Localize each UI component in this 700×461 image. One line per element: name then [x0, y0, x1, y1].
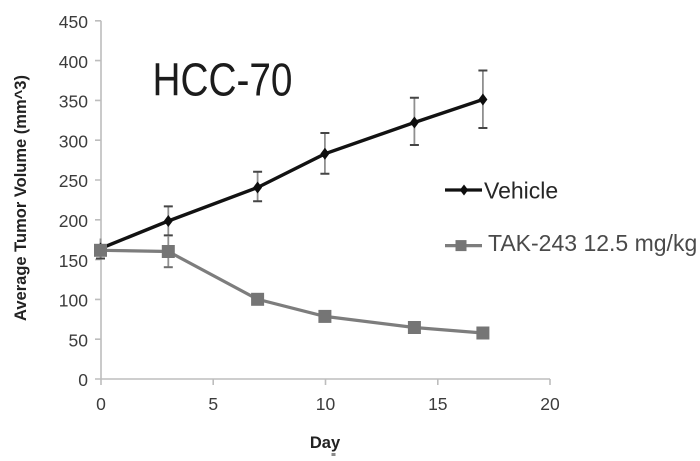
svg-text:Vehicle: Vehicle [484, 178, 558, 204]
svg-text:20: 20 [540, 394, 560, 414]
svg-text:HCC-70: HCC-70 [153, 54, 293, 106]
svg-text:Average Tumor Volume (mm^3): Average Tumor Volume (mm^3) [12, 75, 30, 321]
svg-text:100: 100 [59, 291, 88, 311]
svg-text:0: 0 [78, 370, 88, 390]
svg-text:10: 10 [316, 394, 336, 414]
svg-text:450: 450 [59, 12, 88, 32]
svg-text:50: 50 [69, 330, 89, 350]
svg-text:0: 0 [96, 394, 106, 414]
svg-text:15: 15 [428, 394, 447, 414]
svg-text:300: 300 [59, 131, 88, 151]
svg-text:200: 200 [59, 211, 88, 231]
svg-text:400: 400 [59, 52, 88, 72]
svg-text:350: 350 [59, 92, 88, 112]
svg-text:Day: Day [310, 434, 341, 452]
svg-text:5: 5 [208, 394, 218, 414]
svg-text:150: 150 [59, 251, 88, 271]
svg-text:TAK-243 12.5 mg/kg: TAK-243 12.5 mg/kg [488, 230, 697, 256]
svg-text:250: 250 [59, 171, 88, 191]
